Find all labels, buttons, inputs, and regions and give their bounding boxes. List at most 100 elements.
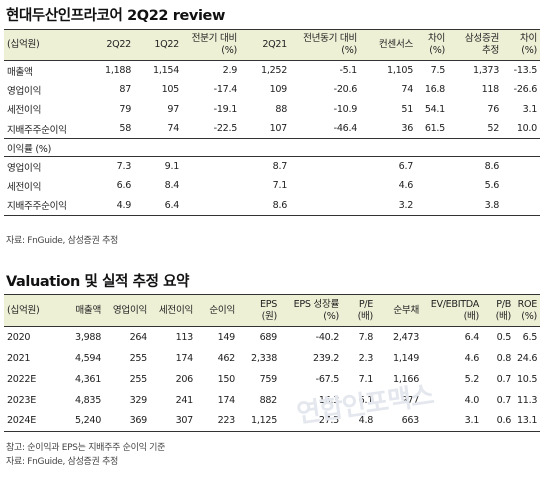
review-cell: 97: [167, 103, 179, 115]
margin-cell: [502, 195, 540, 216]
margin-cell: [182, 157, 240, 177]
review-cell: 74: [134, 119, 182, 139]
valuation-cell: 149: [217, 331, 236, 343]
review-row: 매출액 1,188 1,154 2.9 1,252 -5.1 1,105 7.5 1,373 -1…: [4, 61, 540, 81]
valuation-header-cell: 세전이익: [150, 294, 196, 327]
valuation-header-text: 순이익: [209, 304, 235, 316]
review-header-text: 컨센서스: [378, 39, 413, 50]
margin-cell: 4.6: [398, 180, 414, 192]
valuation-row: 2022E 4,361 255 206 150 759 -67.5 7.1 1,166 5.2 0.…: [4, 369, 540, 390]
review-header-text: (십억원): [7, 39, 40, 50]
valuation-cell: 255: [129, 352, 148, 364]
valuation-cell: 239.2: [313, 352, 339, 364]
valuation-cell: 2,473: [393, 331, 419, 343]
valuation-cell: 241: [175, 394, 194, 406]
valuation-cell: 206: [175, 373, 194, 385]
margin-cell: 6.6: [116, 180, 132, 192]
review-header-cell: (십억원): [4, 29, 82, 61]
margin-cell: [502, 157, 540, 177]
valuation-row-label: 2024E: [4, 410, 56, 432]
valuation-cell: 689: [259, 331, 278, 343]
review-cell: -46.4: [290, 119, 360, 139]
review-header-text: 추정: [481, 45, 499, 56]
margin-row: 세전이익 6.6 8.4 7.1 4.6 5.6: [4, 176, 540, 196]
valuation-cell: 10.5: [517, 373, 538, 385]
review-cell: 1,188: [105, 65, 131, 76]
review-cell: -10.9: [333, 103, 358, 115]
valuation-header-cell: (십억원): [4, 294, 56, 327]
valuation-header-cell: 매출액: [56, 294, 104, 327]
review-cell: 3.1: [522, 103, 538, 115]
review-cell: 88: [275, 103, 287, 115]
review-cell: -22.5: [182, 119, 240, 139]
review-row-label: 세전이익: [7, 105, 42, 117]
valuation-header-text: (십억원): [7, 304, 40, 316]
review-header-text: 차이: [427, 33, 445, 44]
valuation-header-text: P/E: [358, 298, 373, 310]
valuation-header-row: (십억원) 매출액 영업이익 세전이익 순이익 EPS (원) EPS 성장률 (%) P/E (배…: [4, 294, 540, 327]
valuation-cell: 6.1: [358, 394, 374, 406]
review-header-row: (십억원) 2Q22 1Q22 전분기 대비 (%) 2Q21 전년동기 대비 (%) 컨센서스…: [4, 29, 540, 61]
review-row-label: 매출액: [7, 66, 33, 78]
review-cell: 51: [401, 103, 413, 115]
margin-cell: [182, 176, 240, 196]
margin-cell: 3.2: [360, 195, 416, 216]
valuation-cell: 0.7: [496, 373, 512, 385]
valuation-cell: 174: [217, 394, 236, 406]
valuation-cell: 0.5: [496, 331, 512, 343]
valuation-cell: 4.6: [464, 352, 480, 364]
review-source: 자료: FnGuide, 삼성증권 추정: [6, 236, 119, 246]
valuation-header-cell: 순부채: [376, 294, 422, 327]
valuation-cell: 2.3: [358, 352, 374, 364]
review-cell: 36: [360, 119, 416, 139]
margin-cell: [290, 157, 360, 177]
margin-cell: 9.1: [164, 161, 180, 172]
review-cell: 16.8: [424, 84, 445, 96]
valuation-header-cell: EV/EBITDA (배): [422, 294, 482, 327]
review-header-text: (%): [221, 45, 237, 56]
margin-cell: 7.3: [116, 161, 132, 172]
margin-cell: 4.9: [82, 195, 134, 216]
review-header-cell: 차이 (%): [416, 29, 448, 61]
valuation-header-cell: P/B (배): [482, 294, 514, 327]
valuation-cell: 16.3: [318, 394, 339, 406]
review-header-cell: 삼성증권 추정: [448, 29, 502, 61]
valuation-cell: 2,338: [251, 352, 277, 364]
valuation-header-text: (배): [495, 310, 512, 322]
review-header-cell: 2Q22: [82, 29, 134, 61]
valuation-cell: 329: [129, 394, 148, 406]
review-header-text: (%): [521, 45, 537, 56]
review-row: 영업이익 87 105 -17.4 109 -20.6 74 16.8 118 -26.6: [4, 80, 540, 100]
review-cell: -19.1: [213, 103, 238, 115]
valuation-cell: 13.1: [514, 410, 540, 432]
valuation-cell: 264: [129, 331, 148, 343]
valuation-header-text: ROE: [517, 298, 538, 310]
review-cell: 109: [269, 84, 288, 96]
valuation-cell: 174: [175, 352, 194, 364]
valuation-cell: 0.8: [496, 352, 512, 364]
margin-cell: 6.7: [398, 161, 414, 172]
review-cell: -17.4: [213, 84, 238, 96]
valuation-row-label: 2022E: [7, 373, 36, 385]
review-cell: -5.1: [339, 65, 357, 76]
review-header-text: 전분기 대비: [191, 33, 238, 44]
review-header-text: 2Q22: [106, 39, 131, 50]
review-cell: 1,373: [473, 65, 499, 76]
margin-cell: [290, 176, 360, 196]
margin-cell: 8.6: [484, 161, 500, 172]
margin-cell: 8.4: [164, 180, 180, 192]
review-cell: 54.1: [424, 103, 445, 115]
valuation-cell: 0.6: [482, 410, 514, 432]
valuation-header-cell: 영업이익: [104, 294, 150, 327]
valuation-header-text: 영업이익: [112, 304, 147, 316]
valuation-cell: 5,240: [56, 410, 104, 432]
margin-cell: [502, 176, 540, 196]
review-row-label: 지배주주순이익: [4, 119, 82, 139]
review-header-text: (%): [341, 45, 357, 56]
valuation-header-text: (%): [521, 310, 537, 322]
valuation-cell: 6.5: [522, 331, 538, 343]
valuation-cell: 7.8: [358, 331, 374, 343]
valuation-header-cell: 순이익: [196, 294, 238, 327]
margin-row: 영업이익 7.3 9.1 8.7 6.7 8.6: [4, 157, 540, 177]
valuation-cell: 663: [376, 410, 422, 432]
